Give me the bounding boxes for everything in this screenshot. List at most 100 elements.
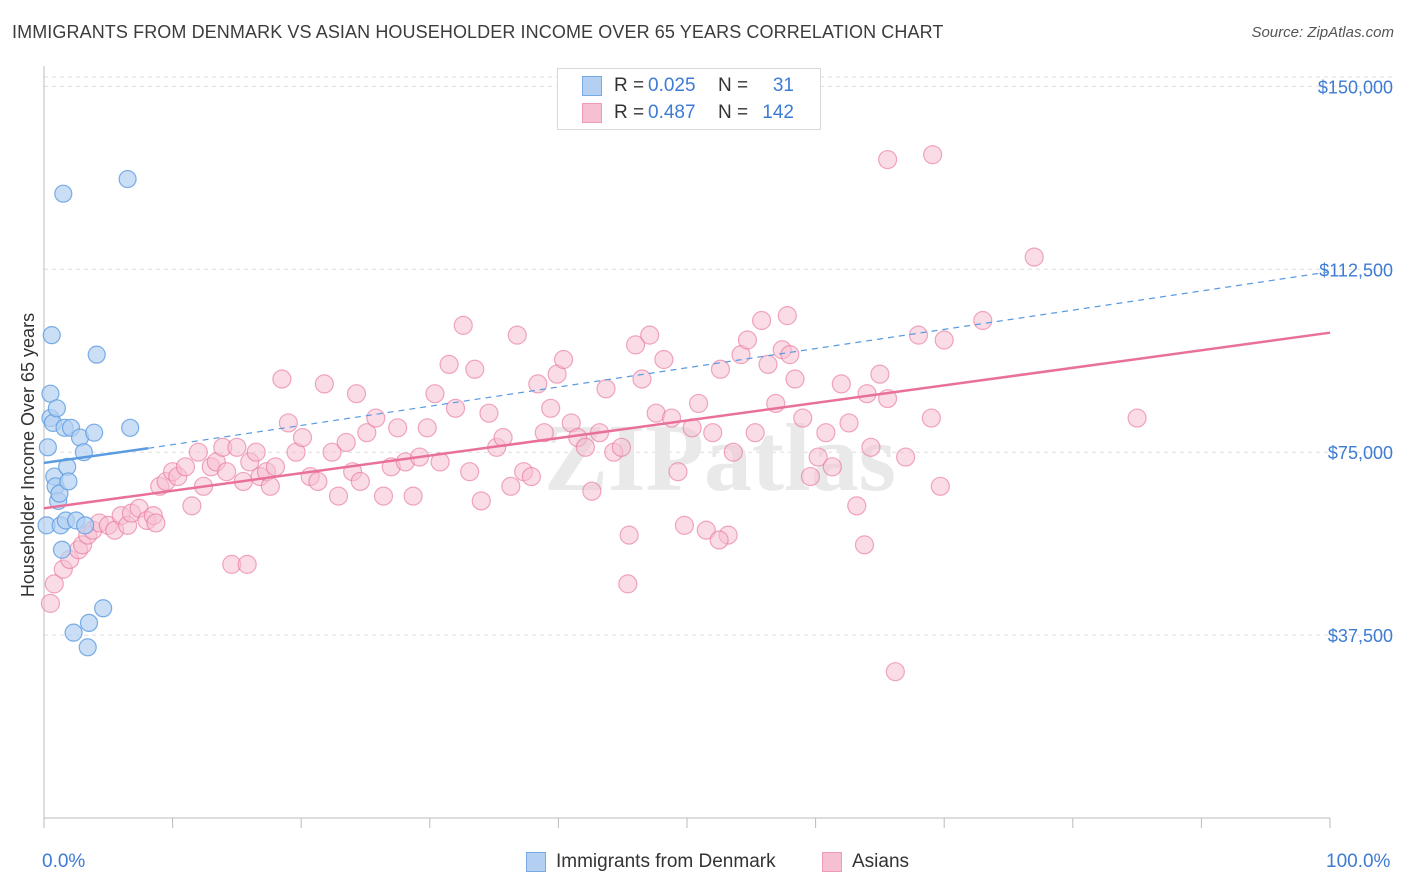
asians-point	[923, 145, 943, 165]
asians-point	[654, 349, 674, 370]
denmark-swatch	[526, 852, 546, 872]
denmark-point	[76, 516, 95, 535]
asians-point	[521, 466, 541, 487]
asians-point	[465, 359, 485, 379]
asians-point	[553, 349, 574, 370]
asians-point	[688, 393, 709, 414]
chart-title: IMMIGRANTS FROM DENMARK VS ASIAN HOUSEHO…	[12, 22, 944, 42]
watermark: ZIPatlas	[544, 404, 896, 511]
trend-lines	[43, 271, 1331, 510]
asians-point	[611, 437, 632, 457]
asians-point	[861, 437, 881, 457]
asians-point	[780, 345, 800, 365]
denmark-trend-extension	[148, 271, 1331, 449]
asians-point	[346, 384, 367, 404]
asians-point	[854, 535, 875, 555]
n-label: N =	[718, 75, 749, 96]
asians-point	[217, 462, 237, 482]
asians-point	[808, 447, 828, 467]
asians-point	[471, 491, 491, 511]
asians-point	[921, 408, 941, 428]
asians-point	[745, 423, 765, 443]
asians-point	[696, 520, 716, 540]
asians-point	[737, 330, 758, 350]
correlation-legend: R = 0.025 N = 31 R = 0.487 N = 142	[557, 68, 821, 130]
asians-point	[366, 408, 386, 428]
asians-point	[328, 486, 349, 506]
asians-point	[350, 471, 370, 492]
asians-point	[618, 574, 638, 594]
asians-point	[237, 554, 257, 574]
y-tick-label: $112,500	[1319, 260, 1393, 280]
legend-row-denmark: R = 0.025 N = 31	[582, 74, 794, 98]
asians-point	[632, 369, 652, 389]
asians-point	[839, 413, 859, 433]
denmark-point	[54, 184, 73, 203]
asians-point	[308, 471, 328, 492]
asians-point	[188, 442, 208, 462]
asians-point	[1024, 247, 1044, 267]
denmark-point	[50, 484, 69, 503]
chart-source: Source: ZipAtlas.com	[1251, 24, 1394, 41]
asians-point	[822, 457, 842, 477]
asians-legend-label: Asians	[852, 851, 910, 872]
denmark-points	[37, 169, 140, 657]
denmark-point	[87, 345, 106, 364]
asians-point	[227, 437, 247, 457]
y-tick-label: $150,000	[1318, 77, 1393, 97]
asians-swatch	[822, 852, 842, 872]
asians-point	[534, 423, 554, 443]
bottom-legend-asians: Asians	[822, 851, 909, 873]
asians-point	[625, 335, 646, 355]
asians-point	[541, 398, 561, 418]
denmark-point	[64, 623, 83, 642]
asians-point	[182, 496, 202, 516]
r-value: 0.487	[648, 102, 696, 123]
asians-point	[793, 408, 813, 428]
asians-point	[388, 418, 408, 438]
asians-point	[460, 462, 480, 482]
asians-point	[930, 476, 950, 496]
r-label: R =	[614, 75, 645, 96]
x-min-label: 0.0%	[42, 851, 86, 872]
asians-point	[619, 525, 639, 545]
asians-point	[575, 437, 596, 457]
denmark-point	[52, 540, 72, 559]
asians-point	[674, 515, 695, 535]
asians-point	[777, 306, 797, 326]
denmark-point	[94, 599, 113, 618]
denmark-point	[85, 423, 104, 442]
asians-point	[878, 149, 898, 170]
asians-point	[710, 359, 731, 379]
asians-point	[260, 476, 280, 496]
asians-point	[640, 325, 660, 345]
asians-point	[847, 496, 867, 516]
asians-point	[146, 513, 166, 533]
asians-point	[425, 384, 445, 404]
asians-point	[596, 379, 616, 399]
asians-point	[896, 447, 916, 467]
asians-point	[507, 325, 527, 345]
n-value: 31	[772, 75, 794, 96]
asians-point	[322, 442, 342, 462]
asians-point	[278, 413, 298, 433]
denmark-point	[78, 638, 97, 657]
denmark-point	[59, 472, 78, 491]
denmark-point	[47, 399, 66, 418]
denmark-point	[121, 418, 140, 437]
asians-point	[703, 423, 723, 443]
asians-point	[800, 466, 821, 487]
asians-point	[44, 574, 64, 594]
asians-point	[785, 369, 805, 389]
asians-point	[246, 442, 266, 462]
asians-point	[439, 354, 459, 374]
asians-point	[292, 427, 313, 448]
n-value: 142	[762, 102, 794, 123]
asians-point	[857, 384, 877, 404]
denmark-point	[38, 438, 57, 457]
gridlines	[44, 76, 1395, 636]
asians-point	[1127, 408, 1147, 428]
y-tick-labels: $37,500 $75,000 $112,500 $150,000	[1318, 77, 1393, 646]
denmark-point	[42, 326, 61, 345]
